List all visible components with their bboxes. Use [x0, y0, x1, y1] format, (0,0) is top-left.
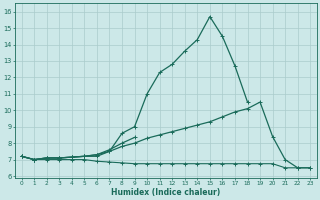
- X-axis label: Humidex (Indice chaleur): Humidex (Indice chaleur): [111, 188, 220, 197]
